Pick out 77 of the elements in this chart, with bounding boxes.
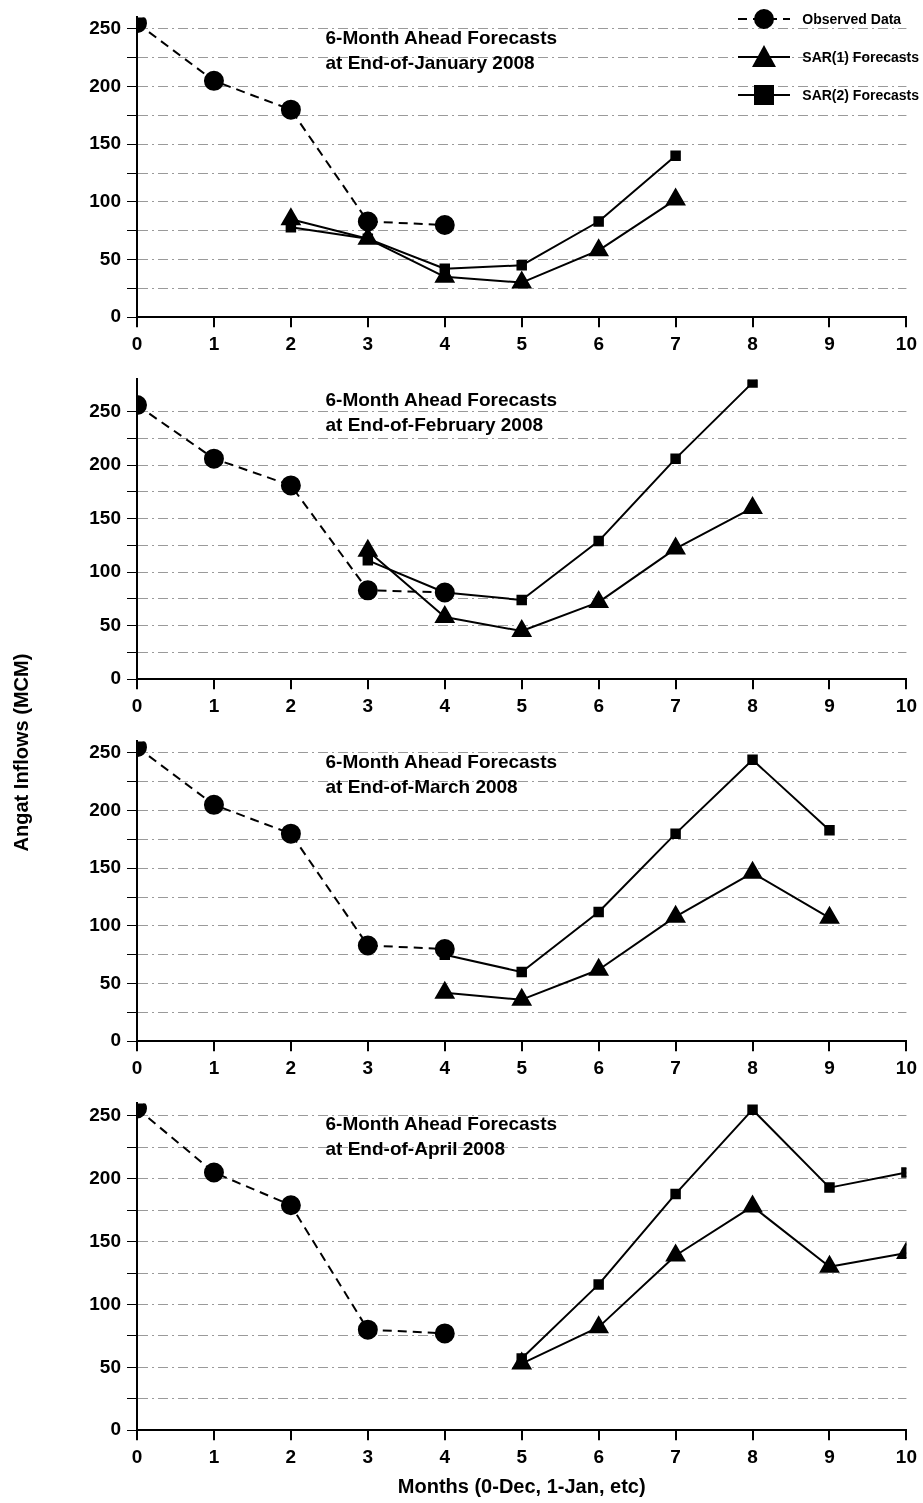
y-tick-label: 250 xyxy=(89,17,121,39)
x-tick-label: 1 xyxy=(208,694,220,716)
y-tick-label: 50 xyxy=(99,247,121,269)
x-tick-label: 10 xyxy=(895,694,917,716)
y-tick-label: 200 xyxy=(89,798,121,820)
text: 6-Month Ahead Forecasts at End-of-March 2008 xyxy=(325,751,558,798)
x-tick-label: 7 xyxy=(670,1445,681,1467)
legend-label: SAR(1) Forecasts xyxy=(802,49,919,65)
x-tick-label: 6 xyxy=(593,332,604,354)
x-tick-label: 8 xyxy=(747,1056,758,1078)
x-tick-label: 6 xyxy=(593,1056,604,1078)
x-tick-label: 4 xyxy=(439,694,451,716)
x-tick-label: 0 xyxy=(131,332,143,354)
x-tick-label: 6 xyxy=(593,1445,604,1467)
x-tick-label: 5 xyxy=(516,694,528,716)
y-tick-label: 100 xyxy=(89,1292,121,1314)
x-tick-label: 9 xyxy=(824,1445,835,1467)
x-tick-label: 9 xyxy=(824,1056,835,1078)
x-tick-label: 3 xyxy=(362,1056,374,1078)
y-tick-label: 0 xyxy=(110,1029,121,1051)
x-tick-label: 10 xyxy=(895,1056,917,1078)
x-tick-label: 8 xyxy=(747,1445,758,1467)
text: 6-Month Ahead Forecasts at End-of-January 2008 xyxy=(325,27,558,74)
x-tick-label: 4 xyxy=(439,1056,451,1078)
x-tick-label: 7 xyxy=(670,1056,681,1078)
x-tick-label: 4 xyxy=(439,332,451,354)
y-tick-label: 0 xyxy=(110,667,121,689)
y-tick-label: 200 xyxy=(89,453,121,475)
y-tick-label: 250 xyxy=(89,741,121,763)
x-tick-label: 10 xyxy=(895,332,917,354)
y-tick-label: 150 xyxy=(89,1229,121,1251)
y-tick-label: 150 xyxy=(89,506,121,528)
x-tick-label: 1 xyxy=(208,332,220,354)
legend-label: SAR(2) Forecasts xyxy=(802,87,919,103)
y-tick-label: 200 xyxy=(89,74,121,96)
text: 6-Month Ahead Forecasts at End-of-April 2008 xyxy=(325,1113,558,1160)
text: 6-Month Ahead Forecasts at End-of-February 2008 xyxy=(325,389,558,436)
x-tick-label: 8 xyxy=(747,332,758,354)
x-axis-title: Months (0-Dec, 1-Jan, etc) xyxy=(397,1474,646,1497)
x-tick-label: 1 xyxy=(208,1056,220,1078)
y-tick-label: 250 xyxy=(89,1104,121,1126)
x-tick-label: 3 xyxy=(362,332,374,354)
y-tick-label: 150 xyxy=(89,132,121,154)
x-tick-label: 3 xyxy=(362,1445,374,1467)
x-tick-label: 8 xyxy=(747,694,758,716)
x-tick-label: 5 xyxy=(516,1056,528,1078)
x-tick-label: 10 xyxy=(895,1445,917,1467)
legend-label: Observed Data xyxy=(802,11,902,27)
x-tick-label: 6 xyxy=(593,694,604,716)
y-tick-label: 100 xyxy=(89,560,121,582)
y-tick-label: 250 xyxy=(89,399,121,421)
y-tick-label: 50 xyxy=(99,613,121,635)
x-tick-label: 0 xyxy=(131,1445,143,1467)
y-tick-label: 200 xyxy=(89,1167,121,1189)
x-tick-label: 7 xyxy=(670,332,681,354)
x-tick-label: 4 xyxy=(439,1445,451,1467)
y-tick-label: 100 xyxy=(89,190,121,212)
x-tick-label: 2 xyxy=(285,332,297,354)
y-tick-label: 50 xyxy=(99,1355,121,1377)
x-tick-label: 3 xyxy=(362,694,374,716)
x-tick-label: 9 xyxy=(824,694,835,716)
y-axis-title: Angat Inflows (MCM) xyxy=(10,653,34,851)
y-tick-label: 0 xyxy=(110,1418,121,1440)
x-tick-label: 0 xyxy=(131,694,143,716)
y-tick-label: 100 xyxy=(89,914,121,936)
x-tick-label: 7 xyxy=(670,694,681,716)
y-tick-label: 150 xyxy=(89,856,121,878)
x-tick-label: 2 xyxy=(285,1056,297,1078)
x-tick-label: 9 xyxy=(824,332,835,354)
x-tick-label: 5 xyxy=(516,1445,528,1467)
x-tick-label: 5 xyxy=(516,332,528,354)
x-tick-label: 1 xyxy=(208,1445,220,1467)
y-tick-label: 50 xyxy=(99,971,121,993)
x-tick-label: 2 xyxy=(285,1445,297,1467)
x-tick-label: 0 xyxy=(131,1056,143,1078)
y-tick-label: 0 xyxy=(110,305,121,327)
x-tick-label: 2 xyxy=(285,694,297,716)
